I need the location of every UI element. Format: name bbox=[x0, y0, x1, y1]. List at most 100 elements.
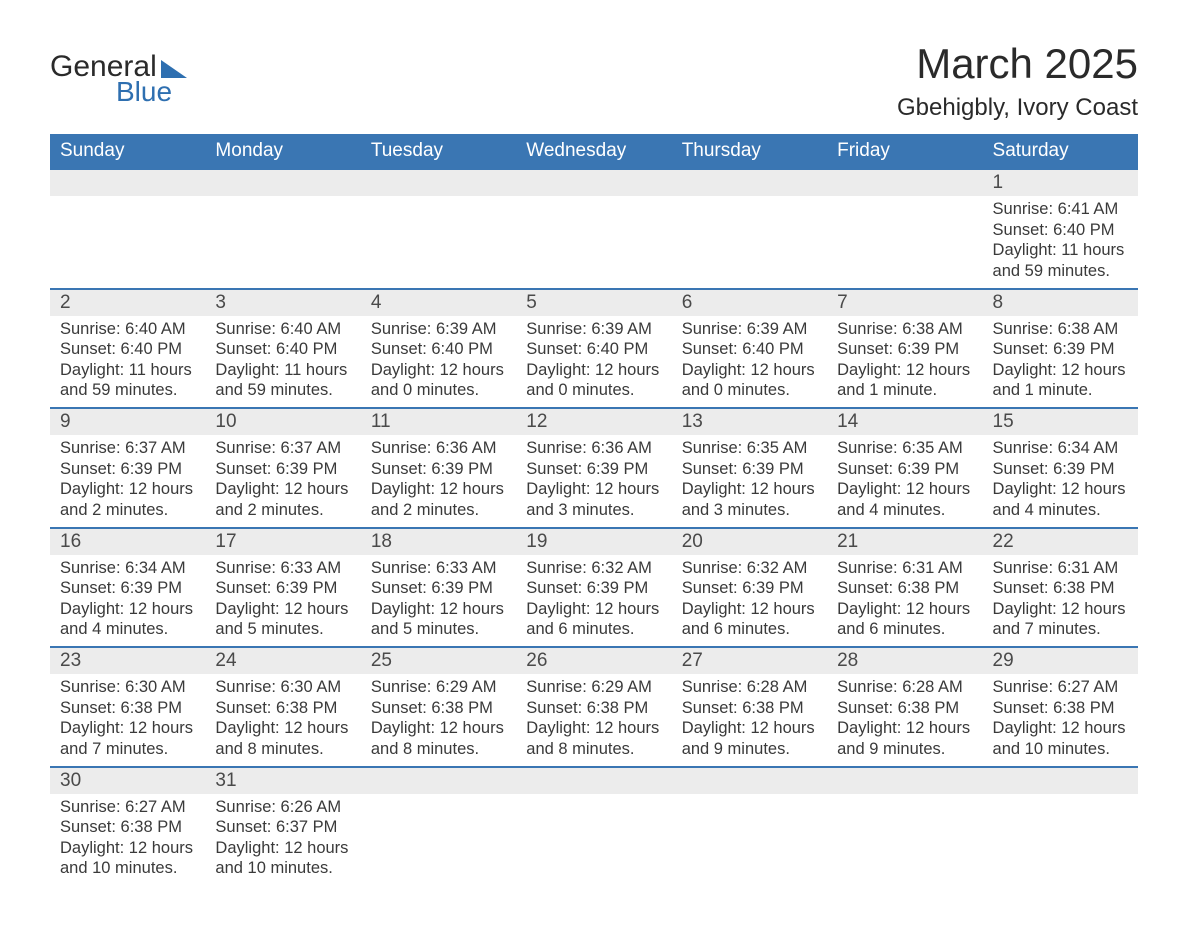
calendar-table: SundayMondayTuesdayWednesdayThursdayFrid… bbox=[50, 134, 1138, 885]
day-info-cell: Sunrise: 6:40 AMSunset: 6:40 PMDaylight:… bbox=[50, 316, 205, 409]
day-number-cell bbox=[50, 169, 205, 196]
sunrise-text: Sunrise: 6:36 AM bbox=[526, 438, 661, 459]
day-info-cell bbox=[205, 196, 360, 289]
sunrise-text: Sunrise: 6:39 AM bbox=[526, 319, 661, 340]
daylight-text-1: Daylight: 12 hours bbox=[837, 479, 972, 500]
day-info-cell bbox=[827, 196, 982, 289]
day-info-row: Sunrise: 6:40 AMSunset: 6:40 PMDaylight:… bbox=[50, 316, 1138, 409]
day-info-cell: Sunrise: 6:31 AMSunset: 6:38 PMDaylight:… bbox=[827, 555, 982, 648]
day-info-cell: Sunrise: 6:26 AMSunset: 6:37 PMDaylight:… bbox=[205, 794, 360, 886]
sunset-text: Sunset: 6:38 PM bbox=[682, 698, 817, 719]
daylight-text-1: Daylight: 12 hours bbox=[60, 479, 195, 500]
sunrise-text: Sunrise: 6:41 AM bbox=[993, 199, 1128, 220]
day-info-cell bbox=[672, 794, 827, 886]
day-info-row: Sunrise: 6:27 AMSunset: 6:38 PMDaylight:… bbox=[50, 794, 1138, 886]
day-number-cell: 17 bbox=[205, 528, 360, 555]
daylight-text-2: and 7 minutes. bbox=[60, 739, 195, 760]
daylight-text-2: and 2 minutes. bbox=[60, 500, 195, 521]
day-number-cell bbox=[983, 767, 1138, 794]
daylight-text-2: and 8 minutes. bbox=[215, 739, 350, 760]
day-number-cell: 4 bbox=[361, 289, 516, 316]
sunset-text: Sunset: 6:39 PM bbox=[837, 339, 972, 360]
sunset-text: Sunset: 6:38 PM bbox=[60, 817, 195, 838]
sunset-text: Sunset: 6:39 PM bbox=[371, 459, 506, 480]
day-number-cell: 15 bbox=[983, 408, 1138, 435]
daylight-text-2: and 6 minutes. bbox=[682, 619, 817, 640]
sunrise-text: Sunrise: 6:27 AM bbox=[993, 677, 1128, 698]
sunset-text: Sunset: 6:40 PM bbox=[60, 339, 195, 360]
sunrise-text: Sunrise: 6:28 AM bbox=[837, 677, 972, 698]
daylight-text-1: Daylight: 12 hours bbox=[682, 599, 817, 620]
day-info-cell bbox=[50, 196, 205, 289]
weekday-header: Wednesday bbox=[516, 134, 671, 169]
day-number-row: 2345678 bbox=[50, 289, 1138, 316]
daylight-text-1: Daylight: 12 hours bbox=[993, 360, 1128, 381]
daylight-text-1: Daylight: 12 hours bbox=[60, 599, 195, 620]
day-info-cell: Sunrise: 6:33 AMSunset: 6:39 PMDaylight:… bbox=[205, 555, 360, 648]
day-number-cell: 30 bbox=[50, 767, 205, 794]
day-number-cell: 23 bbox=[50, 647, 205, 674]
day-info-cell: Sunrise: 6:34 AMSunset: 6:39 PMDaylight:… bbox=[983, 435, 1138, 528]
daylight-text-1: Daylight: 12 hours bbox=[215, 599, 350, 620]
day-info-cell: Sunrise: 6:32 AMSunset: 6:39 PMDaylight:… bbox=[516, 555, 671, 648]
day-number-cell bbox=[827, 169, 982, 196]
sunset-text: Sunset: 6:39 PM bbox=[993, 459, 1128, 480]
weekday-header-row: SundayMondayTuesdayWednesdayThursdayFrid… bbox=[50, 134, 1138, 169]
day-number-cell: 6 bbox=[672, 289, 827, 316]
logo-text-blue: Blue bbox=[116, 76, 172, 108]
sunrise-text: Sunrise: 6:38 AM bbox=[993, 319, 1128, 340]
sunset-text: Sunset: 6:39 PM bbox=[60, 459, 195, 480]
day-info-cell: Sunrise: 6:38 AMSunset: 6:39 PMDaylight:… bbox=[983, 316, 1138, 409]
day-number-cell: 13 bbox=[672, 408, 827, 435]
sunset-text: Sunset: 6:40 PM bbox=[682, 339, 817, 360]
day-info-cell: Sunrise: 6:39 AMSunset: 6:40 PMDaylight:… bbox=[361, 316, 516, 409]
sunrise-text: Sunrise: 6:31 AM bbox=[837, 558, 972, 579]
weekday-header: Sunday bbox=[50, 134, 205, 169]
sunrise-text: Sunrise: 6:33 AM bbox=[371, 558, 506, 579]
day-number-cell: 22 bbox=[983, 528, 1138, 555]
day-info-cell: Sunrise: 6:29 AMSunset: 6:38 PMDaylight:… bbox=[361, 674, 516, 767]
daylight-text-2: and 10 minutes. bbox=[993, 739, 1128, 760]
daylight-text-1: Daylight: 12 hours bbox=[371, 718, 506, 739]
day-number-row: 9101112131415 bbox=[50, 408, 1138, 435]
daylight-text-1: Daylight: 11 hours bbox=[993, 240, 1128, 261]
sunset-text: Sunset: 6:39 PM bbox=[60, 578, 195, 599]
daylight-text-2: and 2 minutes. bbox=[215, 500, 350, 521]
daylight-text-2: and 59 minutes. bbox=[215, 380, 350, 401]
sunset-text: Sunset: 6:37 PM bbox=[215, 817, 350, 838]
day-info-cell: Sunrise: 6:28 AMSunset: 6:38 PMDaylight:… bbox=[827, 674, 982, 767]
daylight-text-2: and 4 minutes. bbox=[837, 500, 972, 521]
day-info-cell: Sunrise: 6:33 AMSunset: 6:39 PMDaylight:… bbox=[361, 555, 516, 648]
day-number-cell: 12 bbox=[516, 408, 671, 435]
sunrise-text: Sunrise: 6:35 AM bbox=[682, 438, 817, 459]
daylight-text-1: Daylight: 12 hours bbox=[215, 838, 350, 859]
sunset-text: Sunset: 6:40 PM bbox=[993, 220, 1128, 241]
sunrise-text: Sunrise: 6:38 AM bbox=[837, 319, 972, 340]
sunrise-text: Sunrise: 6:31 AM bbox=[993, 558, 1128, 579]
daylight-text-1: Daylight: 12 hours bbox=[371, 599, 506, 620]
sunset-text: Sunset: 6:39 PM bbox=[682, 578, 817, 599]
sunset-text: Sunset: 6:38 PM bbox=[993, 578, 1128, 599]
sunrise-text: Sunrise: 6:28 AM bbox=[682, 677, 817, 698]
day-number-cell: 19 bbox=[516, 528, 671, 555]
day-info-row: Sunrise: 6:37 AMSunset: 6:39 PMDaylight:… bbox=[50, 435, 1138, 528]
daylight-text-1: Daylight: 12 hours bbox=[60, 838, 195, 859]
weekday-header: Tuesday bbox=[361, 134, 516, 169]
sunset-text: Sunset: 6:40 PM bbox=[215, 339, 350, 360]
day-number-cell bbox=[672, 169, 827, 196]
daylight-text-2: and 3 minutes. bbox=[682, 500, 817, 521]
sunrise-text: Sunrise: 6:27 AM bbox=[60, 797, 195, 818]
sunset-text: Sunset: 6:38 PM bbox=[837, 698, 972, 719]
sunset-text: Sunset: 6:38 PM bbox=[837, 578, 972, 599]
sunrise-text: Sunrise: 6:34 AM bbox=[60, 558, 195, 579]
sunrise-text: Sunrise: 6:37 AM bbox=[60, 438, 195, 459]
daylight-text-2: and 10 minutes. bbox=[60, 858, 195, 879]
daylight-text-2: and 5 minutes. bbox=[215, 619, 350, 640]
weekday-header: Friday bbox=[827, 134, 982, 169]
day-number-cell: 20 bbox=[672, 528, 827, 555]
sunrise-text: Sunrise: 6:35 AM bbox=[837, 438, 972, 459]
sunset-text: Sunset: 6:39 PM bbox=[215, 459, 350, 480]
day-number-cell: 2 bbox=[50, 289, 205, 316]
day-info-cell: Sunrise: 6:37 AMSunset: 6:39 PMDaylight:… bbox=[205, 435, 360, 528]
day-number-cell: 14 bbox=[827, 408, 982, 435]
